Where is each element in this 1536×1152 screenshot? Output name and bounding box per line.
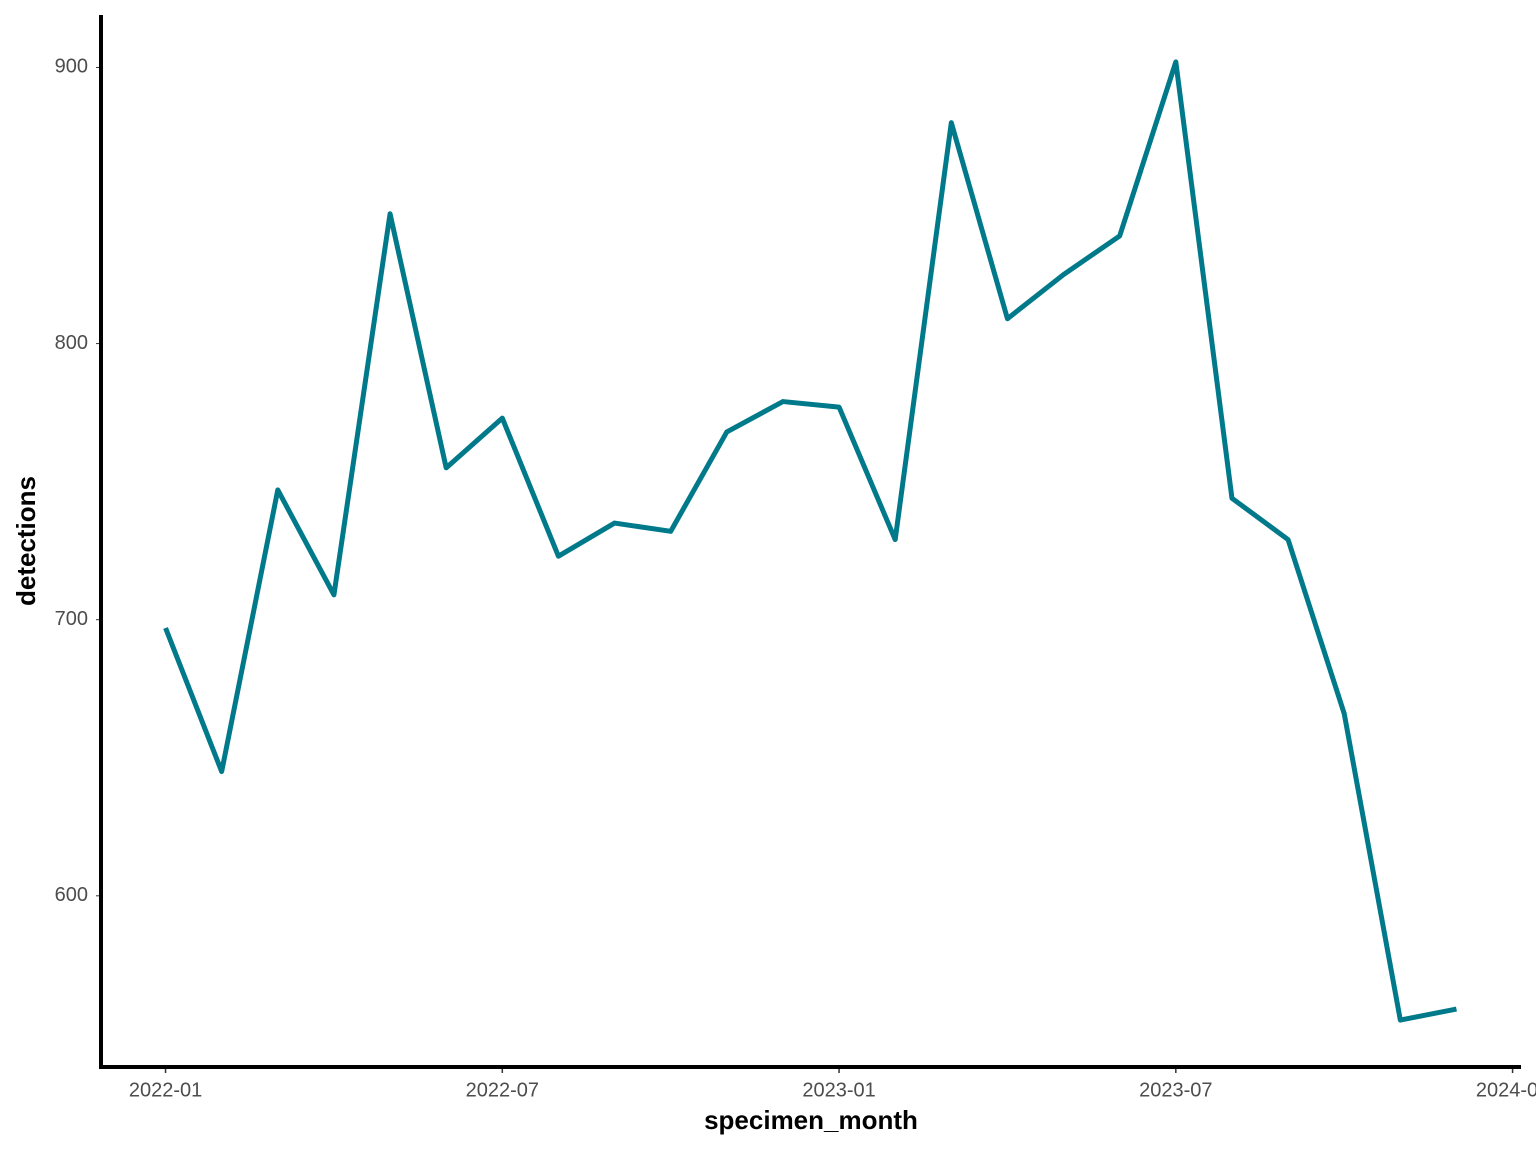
y-tick-label: 900 [55,56,88,78]
y-tick-label: 600 [55,884,88,906]
x-tick-label: 2022-01 [129,1079,202,1101]
x-axis-title: specimen_month [704,1105,918,1135]
y-tick-label: 700 [55,608,88,630]
x-tick-label: 2022-07 [466,1079,539,1101]
y-axis-title: detections [11,476,41,606]
x-tick-label: 2023-07 [1139,1079,1212,1101]
y-tick-label: 800 [55,332,88,354]
x-tick-label: 2023-01 [802,1079,875,1101]
data-line [163,59,1457,1023]
x-tick-label: 2024-01 [1476,1079,1536,1101]
